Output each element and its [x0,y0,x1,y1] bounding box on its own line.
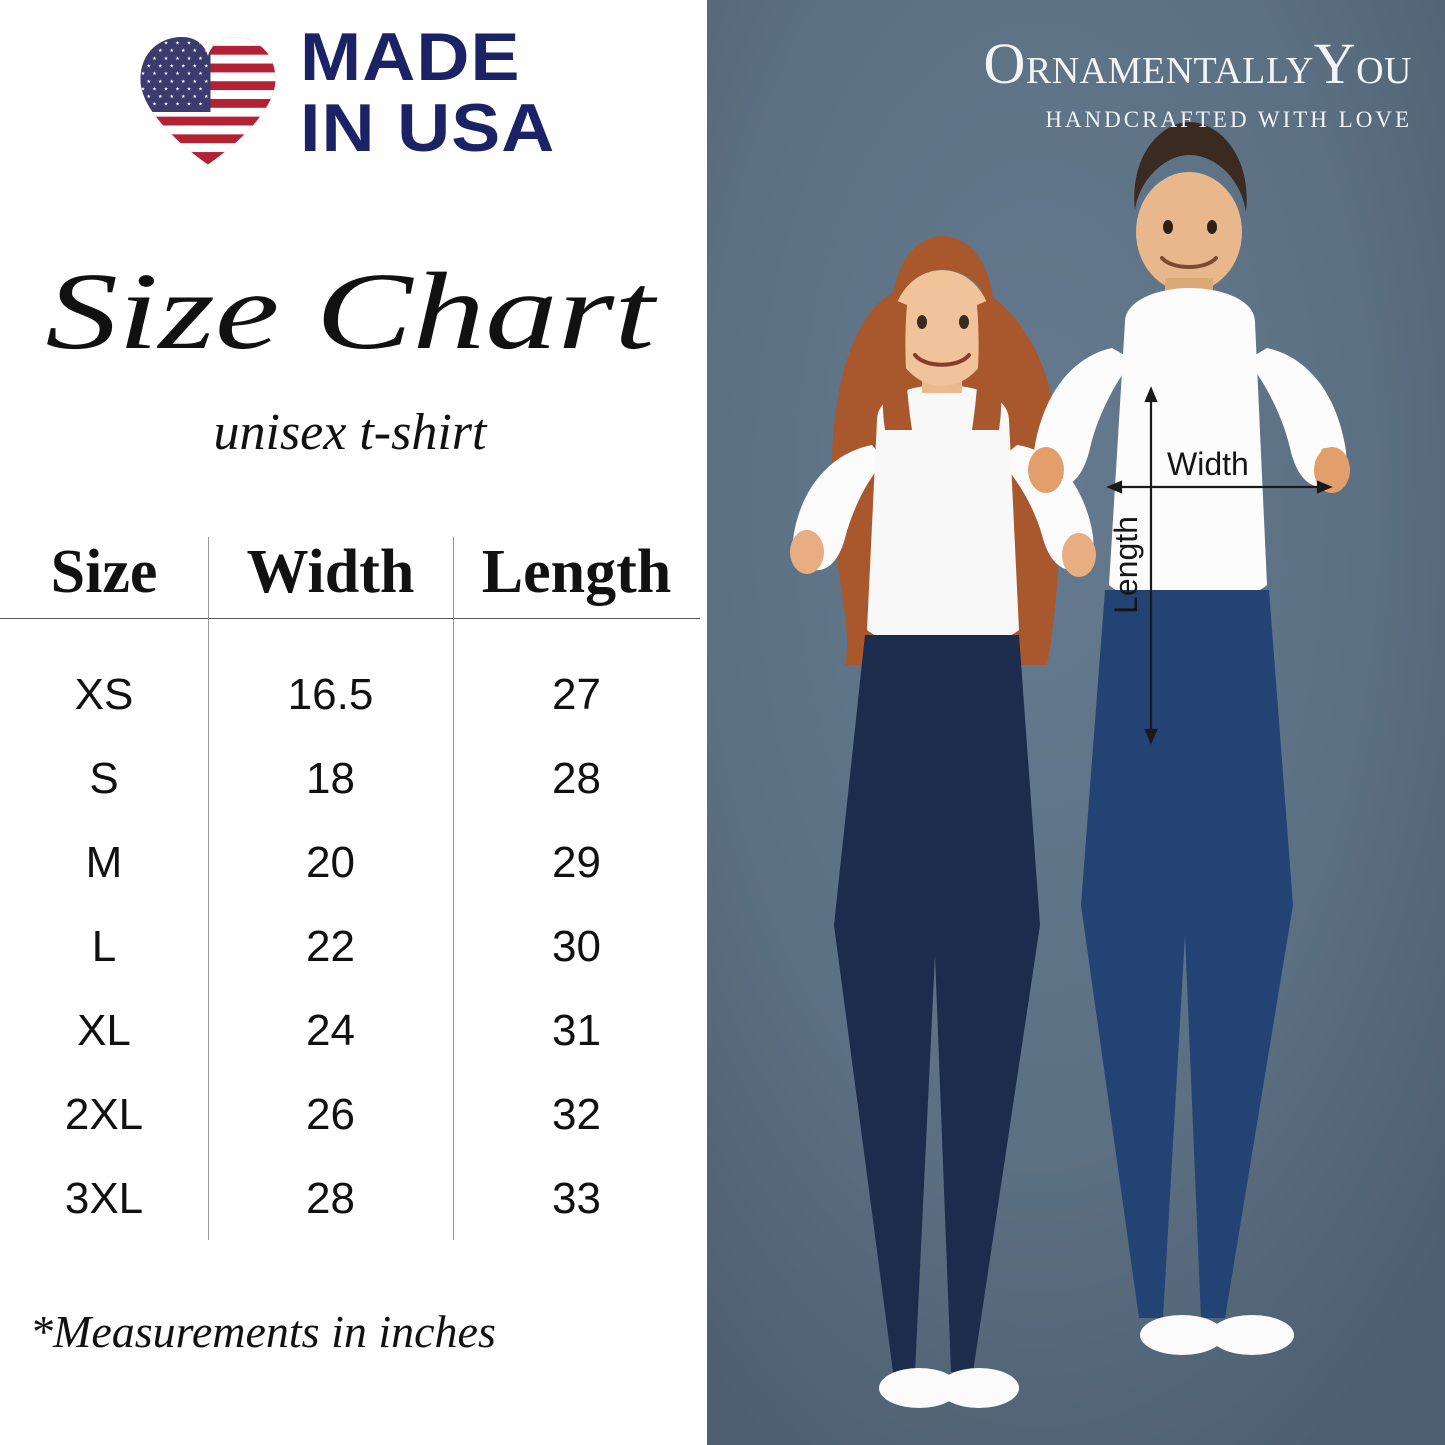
svg-text:★: ★ [170,48,175,54]
svg-text:★: ★ [198,102,203,108]
svg-text:★: ★ [198,86,203,92]
svg-text:★: ★ [170,94,175,100]
svg-text:★: ★ [152,56,157,62]
svg-text:★: ★ [147,94,152,100]
svg-text:★: ★ [164,56,169,62]
svg-text:★: ★ [187,56,192,62]
svg-text:★: ★ [193,63,198,69]
svg-text:★: ★ [152,41,157,47]
svg-text:★: ★ [152,86,157,92]
svg-text:★: ★ [193,79,198,85]
svg-text:★: ★ [164,102,169,108]
svg-text:★: ★ [175,86,180,92]
svg-text:★: ★ [158,94,163,100]
svg-text:★: ★ [141,41,146,47]
svg-text:★: ★ [193,48,198,54]
svg-text:★: ★ [164,71,169,77]
svg-text:★: ★ [181,79,186,85]
svg-text:★: ★ [181,48,186,54]
svg-text:★: ★ [152,102,157,108]
svg-text:★: ★ [187,86,192,92]
svg-text:★: ★ [175,71,180,77]
svg-text:★: ★ [164,86,169,92]
svg-text:★: ★ [164,41,169,47]
svg-text:★: ★ [204,48,209,54]
svg-text:★: ★ [158,79,163,85]
svg-text:★: ★ [187,71,192,77]
svg-text:★: ★ [141,56,146,62]
svg-text:★: ★ [193,94,198,100]
svg-text:★: ★ [204,63,209,69]
svg-text:★: ★ [175,41,180,47]
svg-text:★: ★ [198,41,203,47]
svg-text:★: ★ [141,71,146,77]
svg-text:★: ★ [141,86,146,92]
svg-text:★: ★ [170,63,175,69]
svg-text:★: ★ [181,63,186,69]
svg-text:★: ★ [175,102,180,108]
svg-text:★: ★ [187,102,192,108]
svg-text:★: ★ [198,56,203,62]
svg-text:Length: Length [1108,516,1144,614]
svg-text:★: ★ [170,79,175,85]
svg-text:★: ★ [147,63,152,69]
svg-text:★: ★ [158,63,163,69]
svg-text:★: ★ [152,71,157,77]
svg-text:★: ★ [204,94,209,100]
svg-text:★: ★ [181,94,186,100]
svg-text:★: ★ [158,48,163,54]
svg-text:★: ★ [147,48,152,54]
svg-text:★: ★ [141,102,146,108]
svg-text:★: ★ [198,71,203,77]
svg-text:★: ★ [204,79,209,85]
svg-text:★: ★ [175,56,180,62]
svg-text:★: ★ [147,79,152,85]
svg-text:Width: Width [1167,446,1249,482]
svg-text:★: ★ [187,41,192,47]
